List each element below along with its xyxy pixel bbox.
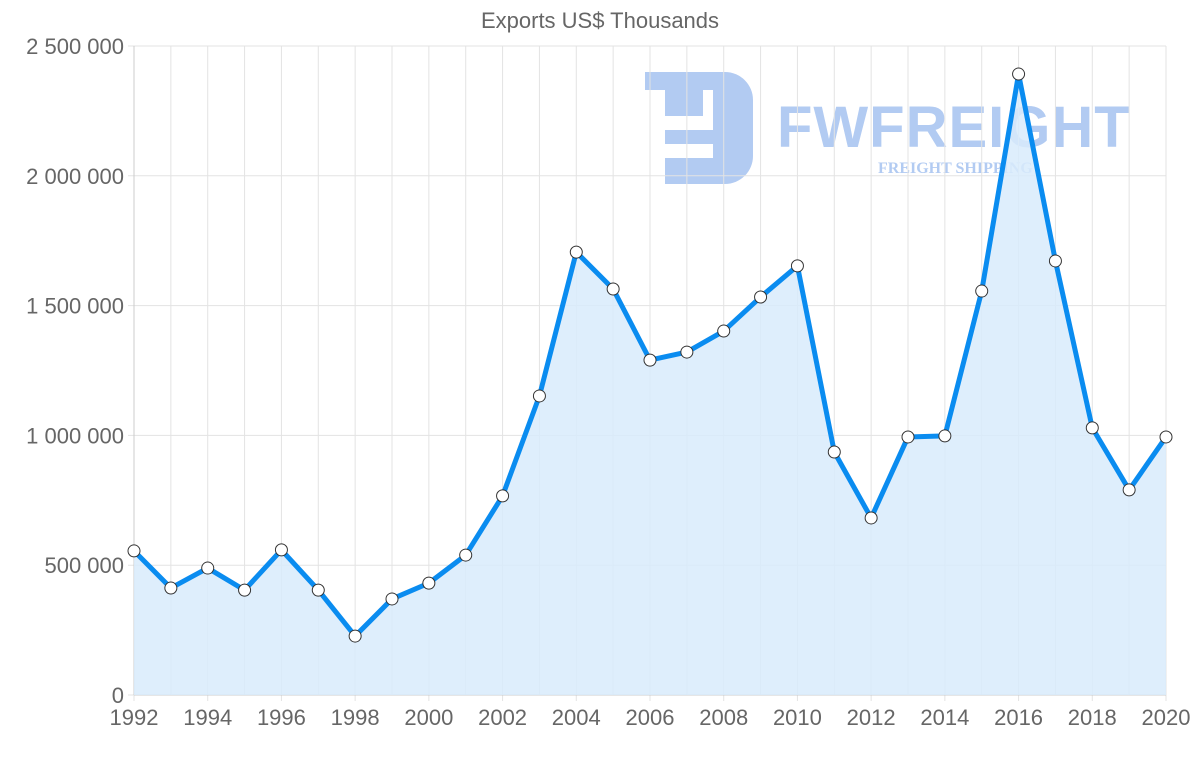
chart-title: Exports US$ Thousands — [480, 8, 720, 33]
y-tick-label: 2 000 000 — [26, 164, 124, 189]
data-point — [311, 583, 325, 597]
y-tick-label: 2 500 000 — [26, 34, 124, 59]
data-point — [569, 245, 583, 259]
data-point — [1085, 421, 1099, 435]
y-tick-label: 0 — [112, 683, 124, 708]
data-point — [238, 583, 252, 597]
x-tick-label: 2010 — [773, 705, 822, 730]
data-point — [864, 511, 878, 525]
data-point — [532, 389, 546, 403]
data-point — [643, 353, 657, 367]
watermark-logo: FWFREIGHT FREIGHT SHIPPING — [645, 72, 1165, 190]
x-tick-label: 2016 — [994, 705, 1043, 730]
y-tick-label: 1 500 000 — [26, 294, 124, 319]
logo-mark-icon — [645, 72, 753, 190]
data-point — [348, 629, 362, 643]
data-point — [496, 489, 510, 503]
data-point — [827, 445, 841, 459]
x-tick-label: 2004 — [552, 705, 601, 730]
x-tick-label: 1992 — [110, 705, 159, 730]
x-tick-label: 2006 — [626, 705, 675, 730]
data-point — [422, 576, 436, 590]
data-point — [938, 429, 952, 443]
x-tick-label: 2002 — [478, 705, 527, 730]
data-point — [1122, 483, 1136, 497]
x-tick-label: 2020 — [1142, 705, 1191, 730]
data-point — [385, 592, 399, 606]
data-point — [459, 548, 473, 562]
x-tick-label: 2012 — [847, 705, 896, 730]
x-tick-label: 2008 — [699, 705, 748, 730]
data-point — [717, 324, 731, 338]
data-point — [274, 543, 288, 557]
x-tick-label: 1994 — [183, 705, 232, 730]
data-point — [201, 561, 215, 575]
data-point — [164, 581, 178, 595]
data-point — [127, 544, 141, 558]
x-tick-label: 2014 — [920, 705, 969, 730]
series-area — [134, 74, 1166, 695]
x-tick-label: 2018 — [1068, 705, 1117, 730]
data-point — [754, 290, 768, 304]
data-point — [901, 430, 915, 444]
data-point — [1159, 430, 1173, 444]
watermark-brand: FWFREIGHT — [777, 95, 1131, 160]
y-tick-label: 500 000 — [44, 553, 124, 578]
x-tick-label: 2000 — [404, 705, 453, 730]
data-point — [680, 345, 694, 359]
y-tick-label: 1 000 000 — [26, 423, 124, 448]
x-tick-label: 1998 — [331, 705, 380, 730]
data-point — [606, 282, 620, 296]
x-tick-label: 1996 — [257, 705, 306, 730]
data-point — [1048, 254, 1062, 268]
data-point — [1012, 67, 1026, 81]
data-point — [975, 284, 989, 298]
watermark-tagline: FREIGHT SHIPPING — [878, 160, 1033, 177]
data-point — [790, 259, 804, 273]
